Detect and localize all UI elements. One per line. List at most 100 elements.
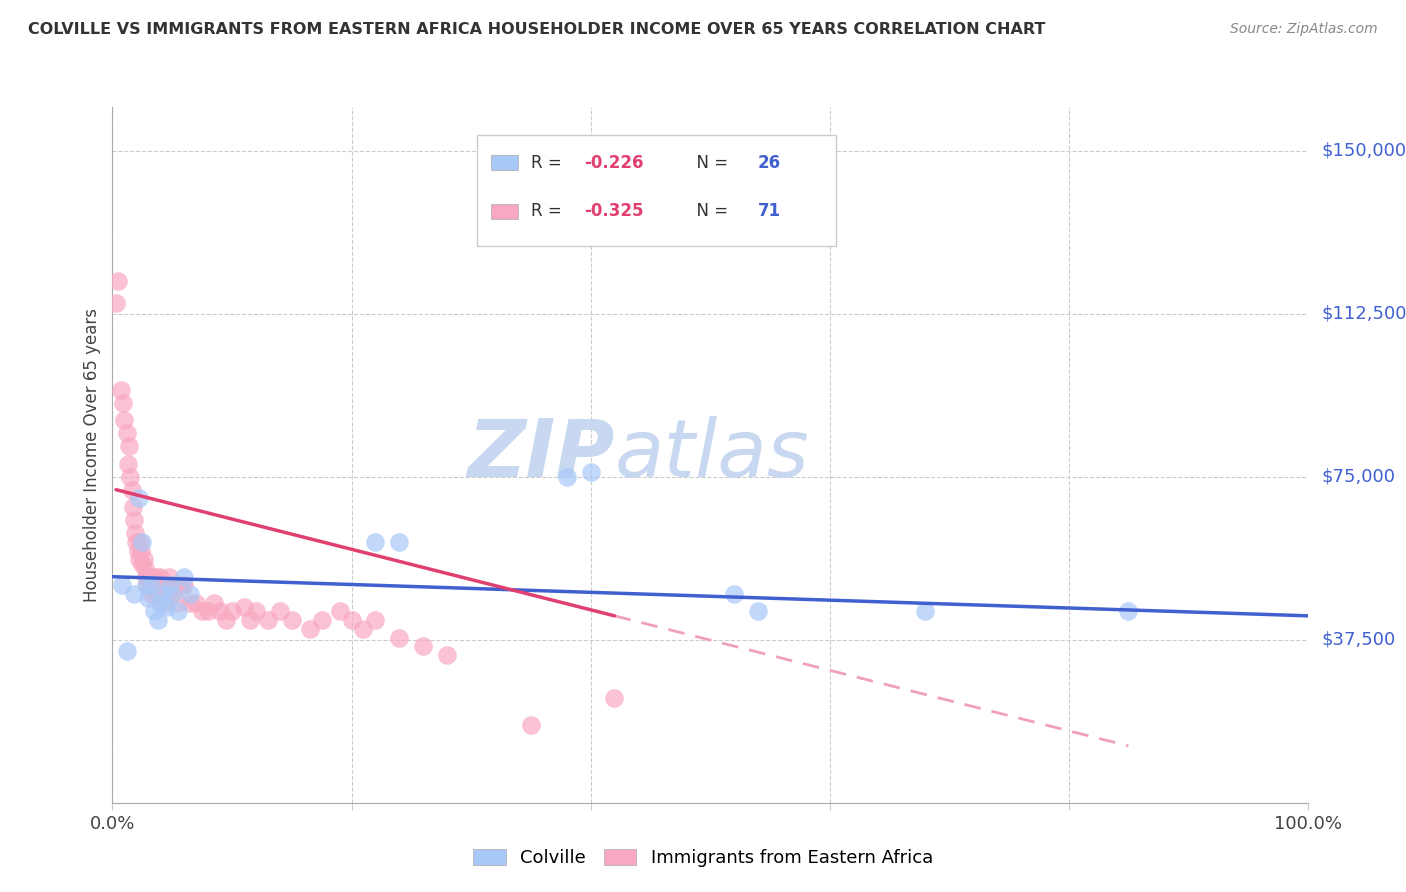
Point (105, 295, 128, 310)
Text: N =: N = (686, 202, 734, 220)
Point (115, 426, 138, 441)
Point (153, 596, 176, 610)
Point (131, 557, 153, 571)
Point (149, 596, 172, 610)
Point (138, 591, 160, 606)
Point (155, 600, 177, 615)
Point (152, 587, 174, 601)
Point (156, 578, 179, 592)
Bar (491, 203, 517, 219)
Point (159, 578, 181, 592)
Point (364, 613, 387, 627)
Point (146, 587, 169, 601)
Point (139, 587, 162, 601)
Point (145, 578, 167, 592)
Point (208, 605, 231, 619)
Point (173, 578, 195, 592)
Text: R =: R = (531, 153, 567, 171)
Text: $75,000: $75,000 (1322, 467, 1396, 485)
Text: ZIP: ZIP (467, 416, 614, 494)
Point (388, 631, 411, 645)
Point (555, 469, 578, 483)
Point (257, 613, 280, 627)
Point (328, 605, 352, 619)
Text: 26: 26 (758, 153, 780, 171)
Point (141, 570, 163, 584)
Point (412, 639, 434, 653)
Point (142, 578, 165, 592)
Point (148, 578, 170, 592)
Point (179, 596, 201, 610)
Point (167, 605, 190, 619)
Point (155, 587, 177, 601)
Point (125, 535, 148, 549)
Point (269, 605, 291, 619)
Text: R =: R = (531, 202, 567, 220)
Point (197, 605, 219, 619)
Text: $150,000: $150,000 (1322, 142, 1406, 160)
Point (128, 552, 150, 566)
Point (281, 613, 304, 627)
Point (152, 587, 174, 601)
Point (239, 613, 262, 627)
Point (110, 383, 132, 397)
Text: $37,500: $37,500 (1322, 631, 1396, 648)
Text: -0.325: -0.325 (585, 202, 644, 220)
Point (340, 613, 363, 627)
Point (138, 578, 160, 592)
Point (146, 613, 169, 627)
Point (124, 526, 146, 541)
Point (117, 457, 139, 471)
Point (138, 570, 160, 584)
Point (157, 570, 180, 584)
Point (134, 561, 156, 575)
Point (186, 596, 208, 610)
Point (747, 605, 769, 619)
Point (115, 643, 138, 657)
Text: $112,500: $112,500 (1322, 304, 1406, 323)
Point (143, 587, 166, 601)
Point (129, 535, 152, 549)
Point (149, 570, 172, 584)
Point (118, 439, 141, 453)
Point (107, 274, 129, 288)
Text: N =: N = (686, 153, 734, 171)
Point (129, 543, 152, 558)
Point (436, 648, 458, 662)
Point (136, 578, 159, 592)
Point (132, 552, 155, 566)
Text: COLVILLE VS IMMIGRANTS FROM EASTERN AFRICA HOUSEHOLDER INCOME OVER 65 YEARS CORR: COLVILLE VS IMMIGRANTS FROM EASTERN AFRI… (28, 22, 1046, 37)
Point (150, 578, 173, 592)
Point (114, 413, 135, 427)
Point (173, 570, 195, 584)
Point (131, 535, 153, 549)
Point (298, 622, 321, 636)
Point (111, 578, 134, 592)
Point (139, 578, 162, 592)
Point (162, 587, 183, 601)
Point (1116, 605, 1139, 619)
Point (215, 613, 238, 627)
Point (364, 535, 387, 549)
Point (388, 535, 411, 549)
Point (135, 578, 157, 592)
Text: Source: ZipAtlas.com: Source: ZipAtlas.com (1230, 22, 1378, 37)
Point (311, 613, 333, 627)
Point (191, 605, 214, 619)
Bar (477, 135, 835, 246)
Point (170, 578, 193, 592)
Text: atlas: atlas (614, 416, 810, 494)
Point (221, 605, 243, 619)
Point (163, 578, 186, 592)
Point (579, 466, 602, 480)
Point (122, 513, 145, 527)
Point (914, 605, 936, 619)
Point (153, 578, 176, 592)
Point (352, 622, 374, 636)
Point (145, 570, 167, 584)
Point (127, 543, 149, 558)
Point (202, 596, 225, 610)
Point (121, 500, 143, 514)
Point (520, 717, 543, 731)
Point (135, 570, 157, 584)
